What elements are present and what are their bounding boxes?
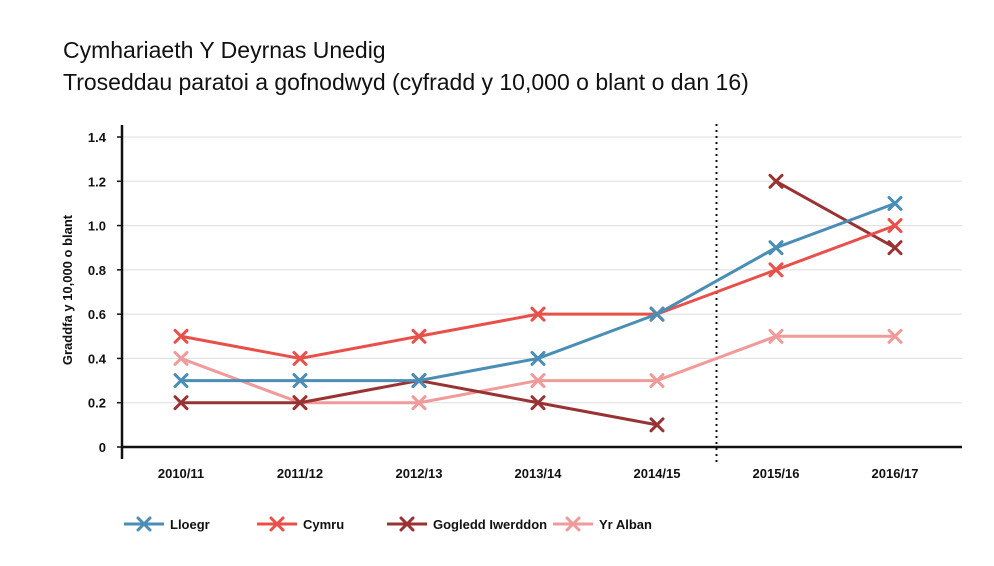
data-point xyxy=(411,395,427,411)
legend-item-gogledd-iwerddon: Gogledd Iwerddon xyxy=(387,516,547,532)
legend-item-yr-alban: Yr Alban xyxy=(553,516,652,532)
y-tick-label: 1.2 xyxy=(88,174,106,189)
y-tick-label: 0.4 xyxy=(88,351,107,366)
data-point xyxy=(649,373,665,389)
data-point xyxy=(411,328,427,344)
series-line xyxy=(180,224,896,360)
data-point xyxy=(292,350,308,366)
data-point xyxy=(530,306,546,322)
data-point xyxy=(530,373,546,389)
y-tick-label: 0.6 xyxy=(88,307,106,322)
data-point xyxy=(768,262,784,278)
legend-marker xyxy=(269,516,285,532)
x-tick-label: 2015/16 xyxy=(753,466,800,481)
legend-item-lloegr: Lloegr xyxy=(124,516,210,532)
chart-title: Cymhariaeth Y Deyrnas Unedig Troseddau p… xyxy=(63,34,749,98)
data-point xyxy=(887,195,903,211)
data-point xyxy=(887,240,903,256)
data-point xyxy=(887,328,903,344)
axes: 0 0.2 0.4 0.6 0.8 1.0 1.2 1.4 2010/11 2011/12 2012… xyxy=(88,124,962,481)
data-point xyxy=(887,218,903,234)
data-point xyxy=(768,173,784,189)
y-tick-label: 1.4 xyxy=(88,130,107,145)
series-lines xyxy=(173,173,903,433)
y-axis-label: Graddfa y 10,000 o blant xyxy=(60,214,75,365)
x-tick-label: 2012/13 xyxy=(396,466,443,481)
data-point xyxy=(292,395,308,411)
data-point xyxy=(173,350,189,366)
y-tick-label: 0 xyxy=(99,440,106,455)
data-point xyxy=(292,373,308,389)
chart-title-line-2: Troseddau paratoi a gofnodwyd (cyfradd y… xyxy=(63,69,749,95)
series-lloegr xyxy=(173,195,903,389)
legend-label: Gogledd Iwerddon xyxy=(433,517,547,532)
data-point xyxy=(768,328,784,344)
legend-marker xyxy=(565,516,581,532)
y-tick-label: 1.0 xyxy=(88,219,106,234)
series-line xyxy=(775,179,896,250)
series-yr-alban xyxy=(173,328,903,411)
data-point xyxy=(173,395,189,411)
y-tick-label: 0.2 xyxy=(88,396,106,411)
x-tick-label: 2011/12 xyxy=(277,466,323,481)
series-line xyxy=(180,334,895,405)
legend-marker xyxy=(136,516,152,532)
series-gogledd-iwerddon xyxy=(173,173,903,433)
chart-title-line-1: Cymhariaeth Y Deyrnas Unedig xyxy=(63,37,386,63)
x-tick-label: 2010/11 xyxy=(158,466,204,481)
data-point xyxy=(649,306,665,322)
legend-marker xyxy=(399,516,415,532)
data-point xyxy=(173,328,189,344)
data-point xyxy=(173,373,189,389)
x-tick-label: 2014/15 xyxy=(634,466,681,481)
data-point xyxy=(530,395,546,411)
legend-label: Cymru xyxy=(303,517,344,532)
x-tick-label: 2013/14 xyxy=(515,466,563,481)
series-cymru xyxy=(173,218,903,366)
legend-label: Yr Alban xyxy=(599,517,652,532)
data-point xyxy=(768,240,784,256)
data-point xyxy=(530,350,546,366)
series-line xyxy=(181,202,896,383)
legend-item-cymru: Cymru xyxy=(257,516,344,532)
data-point xyxy=(649,417,665,433)
x-tick-label: 2016/17 xyxy=(872,466,919,481)
legend-label: Lloegr xyxy=(170,517,210,532)
legend: Lloegr Cymru Gogledd Iwerddon Yr Alban xyxy=(124,516,652,532)
y-tick-label: 0.8 xyxy=(88,263,106,278)
data-point xyxy=(411,373,427,389)
